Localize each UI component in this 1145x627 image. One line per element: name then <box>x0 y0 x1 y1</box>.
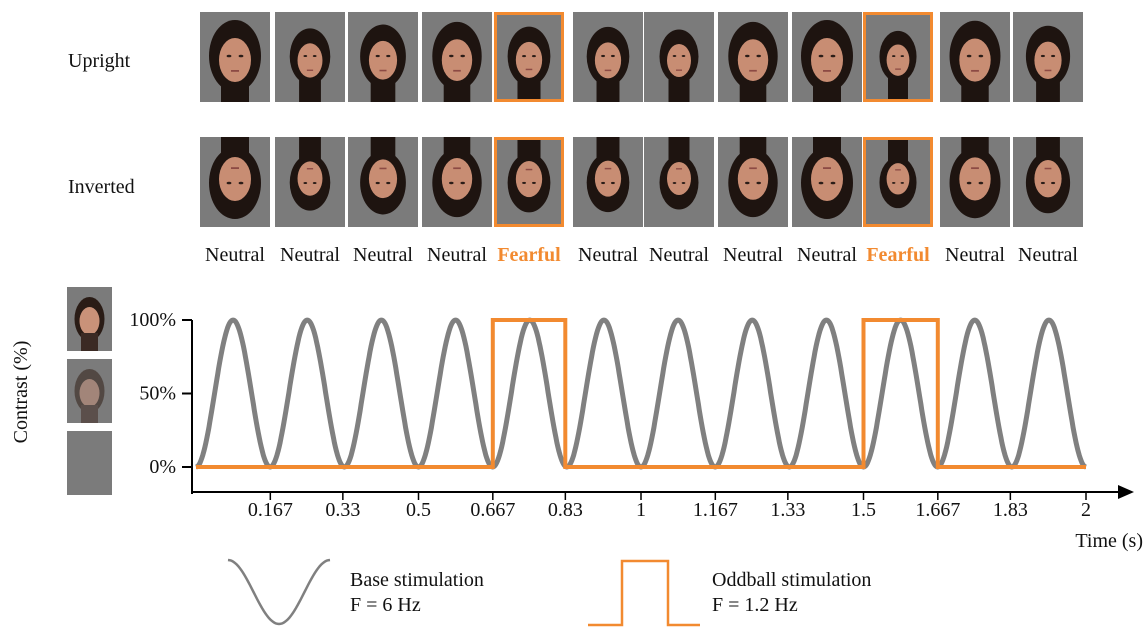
face-image <box>432 137 482 218</box>
legend-base: Base stimulation F = 6 Hz <box>350 568 484 618</box>
inverted-face-4 <box>422 137 492 227</box>
x-tick-label: 0.33 <box>325 499 360 521</box>
x-tick-label: 0.5 <box>406 499 431 521</box>
face-image <box>801 20 853 102</box>
oddball-stimulation-line <box>196 318 1086 469</box>
condition-label-7: Neutral <box>649 244 709 266</box>
upright-face-5 <box>494 12 564 102</box>
face-image <box>801 137 853 219</box>
y-axis-title: Contrast (%) <box>10 341 32 444</box>
upright-face-10 <box>863 12 933 102</box>
y-tick-label: 100% <box>129 309 176 331</box>
face-image <box>949 20 1001 102</box>
upright-face-11 <box>940 12 1010 102</box>
inverted-face-9 <box>792 137 862 227</box>
face-image <box>289 28 331 102</box>
inverted-face-12 <box>1013 137 1083 227</box>
condition-label-2: Neutral <box>280 244 340 266</box>
condition-label-1: Neutral <box>205 244 265 266</box>
upright-face-2 <box>275 12 345 102</box>
inverted-face-1 <box>200 137 270 227</box>
condition-label-6: Neutral <box>578 244 638 266</box>
inverted-face-5 <box>494 137 564 227</box>
face-image <box>209 137 261 219</box>
base-stimulation-line <box>194 317 1088 470</box>
x-tick-label: 1.5 <box>851 499 876 521</box>
inverted-face-2 <box>275 137 345 227</box>
legend-oddball-title: Oddball stimulation <box>712 569 872 591</box>
inverted-face-8 <box>718 137 788 227</box>
condition-label-9: Neutral <box>797 244 857 266</box>
inverted-face-7 <box>644 137 714 227</box>
inverted-face-11 <box>940 137 1010 227</box>
inverted-face-3 <box>348 137 418 227</box>
y-tick-label: 0% <box>149 456 176 478</box>
condition-label-5: Fearful <box>497 244 561 266</box>
face-image <box>1025 25 1071 102</box>
face-image <box>728 137 778 218</box>
x-tick-label: 1 <box>636 499 646 521</box>
zero-contrast-thumbnail <box>67 431 112 495</box>
legend-oddball: Oddball stimulation F = 1.2 Hz <box>712 568 871 618</box>
face-image <box>360 137 406 215</box>
face-image <box>289 137 331 211</box>
face-image <box>879 30 917 99</box>
upright-face-8 <box>718 12 788 102</box>
inverted-face-10 <box>863 137 933 227</box>
upright-face-6 <box>573 12 643 102</box>
legend-base-sine-icon <box>227 558 331 626</box>
x-tick-label: 2 <box>1081 499 1091 521</box>
x-tick-label: 0.167 <box>248 499 293 521</box>
face-image <box>949 137 1001 219</box>
upright-face-9 <box>792 12 862 102</box>
legend-oddball-frequency: F = 1.2 Hz <box>712 594 798 616</box>
face-image <box>432 21 482 102</box>
condition-label-11: Neutral <box>945 244 1005 266</box>
x-tick-label: 1.33 <box>770 499 805 521</box>
upright-face-1 <box>200 12 270 102</box>
condition-label-8: Neutral <box>723 244 783 266</box>
face-image <box>659 29 699 102</box>
x-axis-title: Time (s) <box>1075 530 1143 552</box>
condition-label-4: Neutral <box>427 244 487 266</box>
x-axis-arrow <box>1118 485 1134 499</box>
half-contrast-face-thumbnail <box>67 359 112 423</box>
face-image <box>728 21 778 102</box>
face-image <box>586 137 630 213</box>
upright-face-12 <box>1013 12 1083 102</box>
full-contrast-face-thumbnail <box>67 287 112 351</box>
face-image <box>74 369 105 423</box>
face-image <box>507 140 551 213</box>
face-image <box>74 297 105 351</box>
face-image <box>360 24 406 102</box>
face-image <box>659 137 699 210</box>
condition-label-3: Neutral <box>353 244 413 266</box>
face-image <box>209 20 261 102</box>
legend-base-title: Base stimulation <box>350 569 484 591</box>
y-tick-label: 50% <box>139 383 176 405</box>
legend-base-frequency: F = 6 Hz <box>350 594 421 616</box>
upright-face-3 <box>348 12 418 102</box>
upright-row-label: Upright <box>68 50 131 72</box>
x-tick-label: 0.667 <box>470 499 515 521</box>
x-tick-label: 0.83 <box>548 499 583 521</box>
face-image <box>586 26 630 102</box>
x-tick-label: 1.167 <box>693 499 738 521</box>
upright-face-4 <box>422 12 492 102</box>
face-image <box>879 140 917 209</box>
upright-face-7 <box>644 12 714 102</box>
inverted-face-6 <box>573 137 643 227</box>
x-tick-label: 1.83 <box>993 499 1028 521</box>
legend-oddball-square-icon <box>588 559 700 627</box>
condition-label-10: Fearful <box>866 244 930 266</box>
x-tick-label: 1.667 <box>915 499 960 521</box>
inverted-row-label: Inverted <box>68 176 135 198</box>
face-image <box>1025 137 1071 214</box>
condition-label-12: Neutral <box>1018 244 1078 266</box>
face-image <box>507 26 551 99</box>
